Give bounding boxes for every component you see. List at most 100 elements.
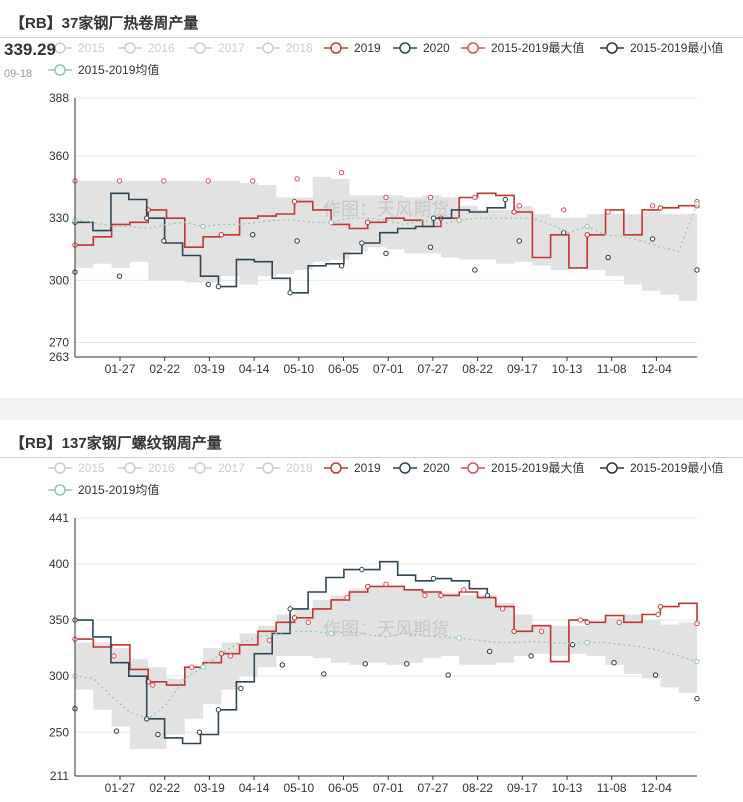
data-point bbox=[484, 592, 491, 599]
data-point bbox=[328, 219, 334, 226]
data-point bbox=[321, 671, 327, 677]
legend-item-2020[interactable]: 2020 bbox=[393, 461, 450, 475]
data-point bbox=[694, 200, 700, 207]
data-point bbox=[113, 728, 120, 734]
legend-label: 2019 bbox=[354, 461, 381, 475]
data-point bbox=[266, 637, 273, 643]
data-point bbox=[215, 707, 222, 713]
data-point bbox=[305, 619, 311, 626]
data-point bbox=[150, 682, 156, 688]
legend-item-2019[interactable]: 2019 bbox=[324, 461, 381, 475]
chart-panel-rebar: 【RB】137家钢厂螺纹钢周产量 2015 2016 2017 2018 2019 202… bbox=[0, 420, 743, 802]
legend-label: 2017 bbox=[218, 461, 245, 475]
data-point bbox=[328, 630, 334, 637]
legend-item-2020[interactable]: 2020 bbox=[393, 41, 450, 55]
series-2015-2019最大值 bbox=[72, 169, 700, 215]
data-point bbox=[238, 685, 244, 692]
legend-item-2015[interactable]: 2015 bbox=[48, 41, 105, 55]
legend-item-2017[interactable]: 2017 bbox=[188, 461, 245, 475]
data-point bbox=[338, 169, 345, 176]
data-point bbox=[611, 660, 617, 666]
x-tick-label: 05-10 bbox=[283, 781, 314, 795]
data-point bbox=[511, 209, 517, 215]
data-point bbox=[215, 283, 222, 290]
data-point bbox=[359, 566, 365, 573]
legend-item-2016[interactable]: 2016 bbox=[118, 41, 175, 55]
legend-item-2018[interactable]: 2018 bbox=[256, 461, 313, 475]
legend-label: 2015-2019最大值 bbox=[491, 40, 584, 55]
data-point bbox=[427, 194, 434, 201]
legend-marker bbox=[467, 462, 479, 474]
x-tick-label: 08-22 bbox=[462, 362, 493, 376]
x-tick-label: 03-19 bbox=[194, 362, 225, 376]
y-tick-label: 330 bbox=[49, 211, 69, 225]
data-point bbox=[294, 238, 300, 244]
data-point bbox=[561, 207, 567, 213]
x-tick-label: 07-27 bbox=[418, 362, 449, 376]
legend-marker bbox=[194, 462, 206, 474]
series-2015-2019最小值 bbox=[72, 642, 700, 738]
legend-item-2018[interactable]: 2018 bbox=[256, 41, 313, 55]
legend-item-2015-2019最大值[interactable]: 2015-2019最大值 bbox=[461, 40, 584, 55]
data-point bbox=[652, 672, 659, 678]
data-point bbox=[694, 267, 700, 273]
data-point bbox=[250, 178, 256, 184]
legend-item-2015-2019最小值[interactable]: 2015-2019最小值 bbox=[600, 460, 723, 475]
data-point bbox=[338, 263, 345, 269]
y-tick-label: 400 bbox=[49, 557, 69, 571]
data-point bbox=[359, 240, 365, 246]
data-point bbox=[616, 619, 622, 626]
series-2015-2019最小值 bbox=[72, 229, 700, 288]
range-band bbox=[75, 586, 697, 750]
title-divider bbox=[0, 37, 743, 38]
title-divider bbox=[0, 457, 743, 458]
legend-label: 2018 bbox=[286, 41, 313, 55]
tooltip-date: 09-18 bbox=[4, 68, 33, 80]
data-point bbox=[427, 244, 434, 250]
chart-panel-hot-rolled: 【RB】37家钢厂热卷周产量 2015 2016 2017 2018 2019 2020 2… bbox=[0, 0, 743, 398]
legend-label: 2015-2019最大值 bbox=[491, 460, 584, 475]
x-tick-label: 04-14 bbox=[239, 781, 270, 795]
x-tick-label: 09-17 bbox=[507, 362, 538, 376]
legend-label: 2015-2019均值 bbox=[78, 482, 159, 497]
chart-hot-rolled[interactable]: 2015 2016 2017 2018 2019 2020 2015-2019最大值 2015… bbox=[0, 0, 743, 398]
data-point bbox=[461, 587, 467, 593]
series-2015-2019最大值 bbox=[72, 581, 700, 688]
data-point bbox=[250, 232, 256, 238]
legend-item-2017[interactable]: 2017 bbox=[188, 41, 245, 55]
legend-item-2015-2019均值[interactable]: 2015-2019均值 bbox=[48, 62, 159, 77]
legend-label: 2015-2019最小值 bbox=[630, 40, 723, 55]
data-point bbox=[516, 238, 522, 244]
data-point bbox=[584, 639, 590, 646]
legend-item-2015-2019最大值[interactable]: 2015-2019最大值 bbox=[461, 460, 584, 475]
legend-item-2016[interactable]: 2016 bbox=[118, 461, 175, 475]
data-point bbox=[430, 575, 437, 582]
legend-item-2019[interactable]: 2019 bbox=[324, 41, 381, 55]
x-tick-label: 04-14 bbox=[239, 362, 270, 376]
data-point bbox=[404, 661, 410, 667]
legend-marker bbox=[54, 462, 66, 474]
series-line bbox=[74, 630, 698, 720]
legend-item-2015-2019最小值[interactable]: 2015-2019最小值 bbox=[600, 40, 723, 55]
data-point bbox=[365, 583, 371, 590]
x-tick-label: 06-05 bbox=[328, 362, 359, 376]
data-point bbox=[205, 281, 211, 288]
data-point bbox=[161, 178, 167, 184]
legend-item-2015-2019均值[interactable]: 2015-2019均值 bbox=[48, 482, 159, 497]
legend-marker bbox=[606, 462, 618, 474]
tooltip-value: 339.29 bbox=[4, 40, 56, 59]
data-point bbox=[205, 178, 211, 184]
data-point bbox=[287, 290, 293, 296]
data-point bbox=[561, 229, 567, 236]
data-point bbox=[694, 620, 700, 627]
legend-item-2015[interactable]: 2015 bbox=[48, 461, 105, 475]
data-point bbox=[422, 592, 428, 599]
x-tick-label: 07-27 bbox=[418, 781, 449, 795]
legend-marker bbox=[124, 462, 136, 474]
legend-marker bbox=[467, 42, 479, 54]
y-tick-label: 211 bbox=[50, 769, 69, 783]
series-line bbox=[75, 192, 697, 269]
x-tick-label: 10-13 bbox=[552, 781, 583, 795]
chart-rebar[interactable]: 2015 2016 2017 2018 2019 2020 2015-2019最大值 2015… bbox=[0, 420, 743, 802]
data-point bbox=[155, 731, 161, 738]
